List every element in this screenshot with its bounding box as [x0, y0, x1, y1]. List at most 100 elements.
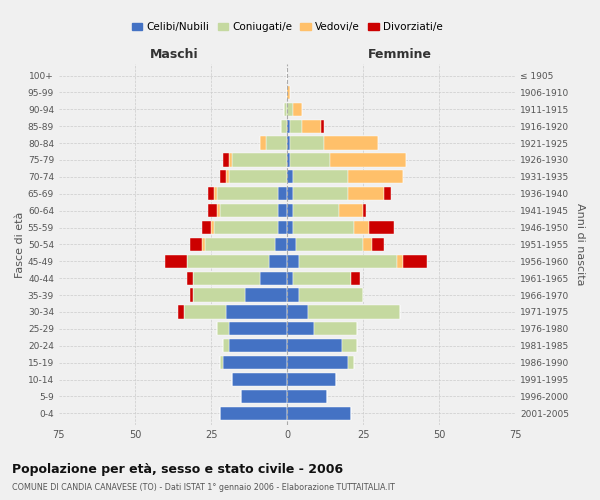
Bar	[348, 170, 403, 183]
Bar	[208, 187, 214, 200]
Bar	[397, 254, 403, 268]
Bar	[217, 204, 220, 217]
Bar	[190, 238, 202, 251]
Legend: Celibi/Nubili, Coniugati/e, Vedovi/e, Divorziati/e: Celibi/Nubili, Coniugati/e, Vedovi/e, Di…	[128, 18, 446, 36]
Bar	[245, 288, 287, 302]
Bar	[287, 154, 290, 166]
Bar	[220, 406, 287, 420]
Bar	[226, 170, 229, 183]
Bar	[287, 120, 290, 133]
Bar	[287, 306, 308, 318]
Bar	[287, 406, 351, 420]
Bar	[275, 238, 287, 251]
Bar	[287, 288, 299, 302]
Bar	[299, 254, 397, 268]
Bar	[287, 187, 293, 200]
Bar	[363, 204, 366, 217]
Bar	[287, 322, 314, 336]
Bar	[214, 187, 217, 200]
Y-axis label: Fasce di età: Fasce di età	[15, 211, 25, 278]
Text: Maschi: Maschi	[150, 48, 199, 61]
Bar	[202, 238, 205, 251]
Bar	[187, 272, 193, 285]
Bar	[314, 322, 357, 336]
Bar	[211, 221, 214, 234]
Bar	[302, 120, 320, 133]
Bar	[287, 136, 290, 149]
Bar	[348, 187, 385, 200]
Bar	[293, 272, 351, 285]
Bar	[287, 390, 326, 403]
Bar	[293, 221, 354, 234]
Bar	[284, 102, 287, 116]
Bar	[220, 356, 223, 369]
Y-axis label: Anni di nascita: Anni di nascita	[575, 203, 585, 285]
Bar	[266, 136, 287, 149]
Bar	[220, 204, 278, 217]
Bar	[193, 288, 245, 302]
Bar	[202, 221, 211, 234]
Bar	[403, 254, 427, 268]
Bar	[287, 339, 342, 352]
Bar	[232, 373, 287, 386]
Bar	[287, 272, 293, 285]
Bar	[339, 204, 363, 217]
Bar	[214, 221, 278, 234]
Bar	[287, 170, 293, 183]
Bar	[308, 306, 400, 318]
Bar	[281, 120, 287, 133]
Text: Popolazione per età, sesso e stato civile - 2006: Popolazione per età, sesso e stato civil…	[12, 462, 343, 475]
Bar	[205, 238, 275, 251]
Bar	[229, 154, 232, 166]
Bar	[287, 86, 290, 99]
Bar	[293, 204, 339, 217]
Bar	[296, 238, 363, 251]
Bar	[323, 136, 379, 149]
Bar	[330, 154, 406, 166]
Bar	[193, 272, 260, 285]
Bar	[229, 170, 287, 183]
Bar	[287, 238, 296, 251]
Bar	[299, 288, 363, 302]
Bar	[226, 306, 287, 318]
Bar	[232, 154, 287, 166]
Bar	[293, 187, 348, 200]
Bar	[290, 154, 330, 166]
Bar	[363, 238, 373, 251]
Bar	[290, 136, 323, 149]
Bar	[293, 170, 348, 183]
Bar	[166, 254, 187, 268]
Bar	[217, 322, 229, 336]
Bar	[223, 154, 229, 166]
Bar	[223, 356, 287, 369]
Bar	[287, 254, 299, 268]
Bar	[278, 187, 287, 200]
Bar	[278, 204, 287, 217]
Bar	[320, 120, 323, 133]
Text: COMUNE DI CANDIA CANAVESE (TO) - Dati ISTAT 1° gennaio 2006 - Elaborazione TUTTA: COMUNE DI CANDIA CANAVESE (TO) - Dati IS…	[12, 482, 395, 492]
Bar	[351, 272, 360, 285]
Bar	[187, 254, 269, 268]
Bar	[220, 170, 226, 183]
Bar	[287, 356, 348, 369]
Bar	[229, 322, 287, 336]
Bar	[348, 356, 354, 369]
Text: Femmine: Femmine	[368, 48, 432, 61]
Bar	[278, 221, 287, 234]
Bar	[269, 254, 287, 268]
Bar	[287, 102, 293, 116]
Bar	[373, 238, 385, 251]
Bar	[208, 204, 217, 217]
Bar	[184, 306, 226, 318]
Bar	[190, 288, 193, 302]
Bar	[287, 373, 336, 386]
Bar	[217, 187, 278, 200]
Bar	[287, 221, 293, 234]
Bar	[260, 272, 287, 285]
Bar	[260, 136, 266, 149]
Bar	[342, 339, 357, 352]
Bar	[369, 221, 394, 234]
Bar	[293, 102, 302, 116]
Bar	[287, 204, 293, 217]
Bar	[241, 390, 287, 403]
